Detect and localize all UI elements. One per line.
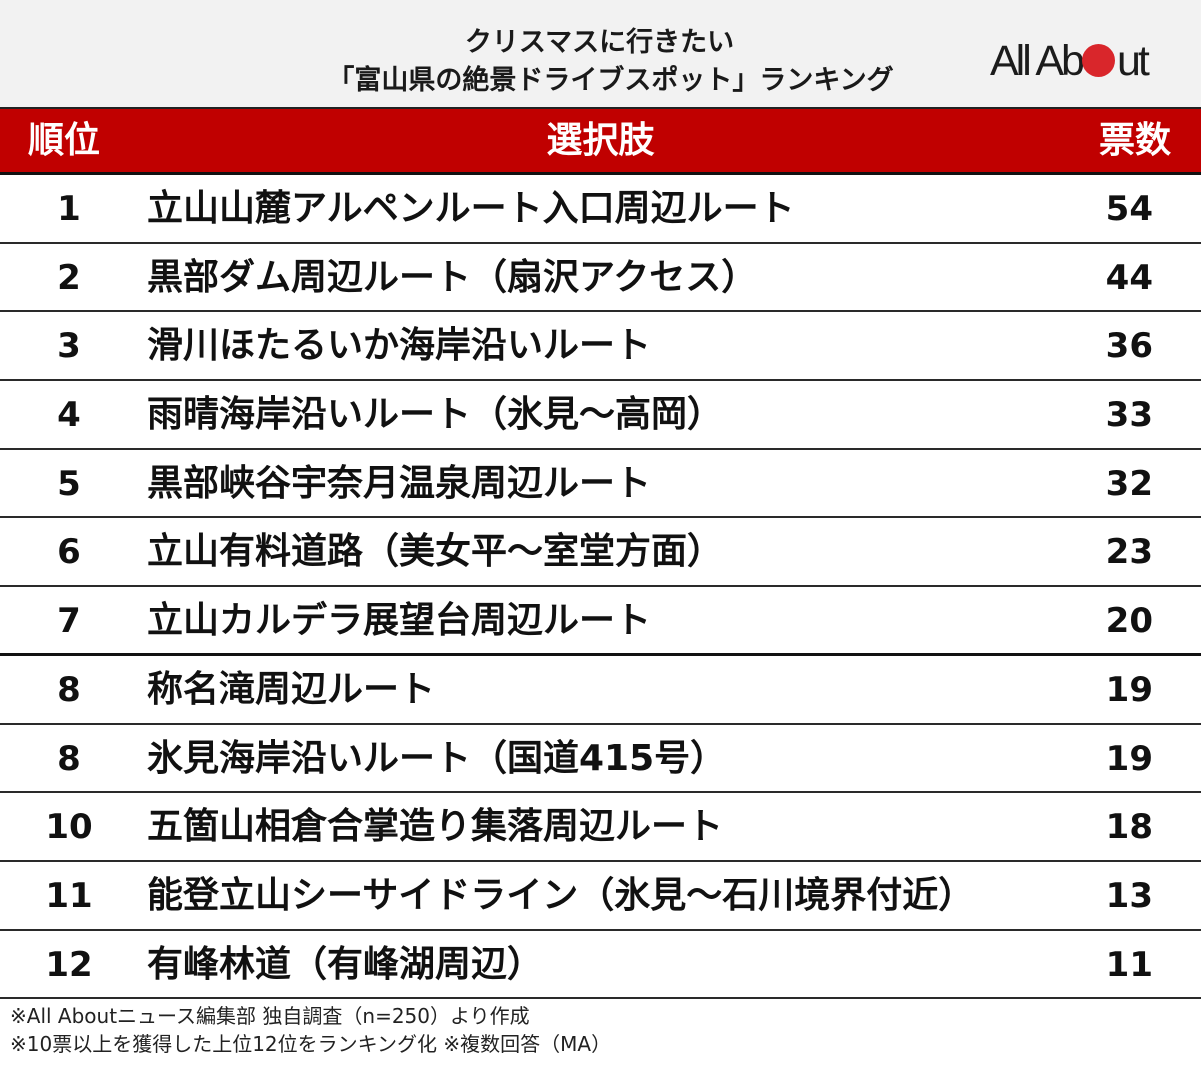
header-rank: 順位 bbox=[28, 120, 101, 161]
table-row: 10 五箇山相倉合掌造り集落周辺ルート 18 bbox=[0, 793, 1201, 862]
table-row: 3 滑川ほたるいか海岸沿いルート 36 bbox=[0, 312, 1201, 382]
votes-cell: 19 bbox=[1105, 738, 1153, 779]
votes-cell: 54 bbox=[1105, 189, 1153, 229]
choice-cell: 氷見海岸沿いルート（国道415号） bbox=[147, 737, 727, 779]
choice-cell: 雨晴海岸沿いルート（氷見〜高岡） bbox=[147, 394, 724, 436]
choice-cell: 黒部ダム周辺ルート（扇沢アクセス） bbox=[147, 256, 758, 298]
choice-cell: 黒部峡谷宇奈月温泉周辺ルート bbox=[147, 462, 652, 504]
rank-cell: 10 bbox=[45, 807, 93, 848]
rank-cell: 3 bbox=[57, 326, 81, 367]
votes-cell: 11 bbox=[1105, 944, 1153, 985]
footnote-source: ※All Aboutニュース編集部 独自調査（n=250）より作成 bbox=[10, 1004, 530, 1028]
title-line-1: クリスマスに行きたい bbox=[464, 27, 735, 58]
rank-cell: 12 bbox=[45, 944, 93, 985]
logo-text-1: All Ab bbox=[990, 37, 1085, 85]
table-row: 7 立山カルデラ展望台周辺ルート 20 bbox=[0, 587, 1201, 656]
table-row: 8 氷見海岸沿いルート（国道415号） 19 bbox=[0, 725, 1201, 794]
header-choice: 選択肢 bbox=[546, 120, 655, 161]
votes-cell: 36 bbox=[1105, 326, 1153, 367]
rank-cell: 6 bbox=[57, 532, 81, 573]
votes-cell: 18 bbox=[1105, 807, 1153, 848]
rank-cell: 7 bbox=[57, 601, 81, 642]
table-row: 11 能登立山シーサイドライン（氷見〜石川境界付近） 13 bbox=[0, 862, 1201, 931]
ranking-table-body: 1 立山山麓アルペンルート入口周辺ルート 54 2 黒部ダム周辺ルート（扇沢アク… bbox=[0, 175, 1201, 1000]
logo-text-2: ut bbox=[1116, 37, 1150, 85]
votes-cell: 20 bbox=[1105, 601, 1153, 642]
votes-cell: 33 bbox=[1105, 395, 1153, 436]
votes-cell: 13 bbox=[1105, 875, 1153, 916]
header-votes: 票数 bbox=[1098, 120, 1171, 161]
table-row: 2 黒部ダム周辺ルート（扇沢アクセス） 44 bbox=[0, 244, 1201, 313]
table-row: 5 黒部峡谷宇奈月温泉周辺ルート 32 bbox=[0, 450, 1201, 519]
footnote-method: ※10票以上を獲得した上位12位をランキング化 ※複数回答（MA） bbox=[10, 1032, 612, 1056]
choice-cell: 能登立山シーサイドライン（氷見〜石川境界付近） bbox=[147, 874, 975, 916]
rank-cell: 1 bbox=[57, 189, 81, 229]
title-line-2: 「富山県の絶景ドライブスポット」ランキング bbox=[327, 65, 894, 96]
logo-dot-icon bbox=[1081, 44, 1115, 77]
table-row: 12 有峰林道（有峰湖周辺） 11 bbox=[0, 931, 1201, 1000]
choice-cell: 称名滝周辺ルート bbox=[147, 668, 436, 710]
rank-cell: 8 bbox=[57, 669, 81, 710]
table-row: 6 立山有料道路（美女平〜室堂方面） 23 bbox=[0, 518, 1201, 588]
votes-cell: 32 bbox=[1105, 463, 1153, 504]
table-header: 選択肢 順位 票数 bbox=[0, 107, 1201, 175]
table-row: 8 称名滝周辺ルート 19 bbox=[0, 656, 1201, 725]
all-about-logo: All Ab ut bbox=[990, 37, 1150, 85]
votes-cell: 23 bbox=[1105, 532, 1153, 573]
table-row: 1 立山山麓アルペンルート入口周辺ルート 54 bbox=[0, 175, 1201, 244]
rank-cell: 5 bbox=[57, 463, 81, 504]
footnotes: ※All Aboutニュース編集部 独自調査（n=250）より作成 ※10票以上… bbox=[10, 1002, 611, 1058]
rank-cell: 2 bbox=[57, 257, 81, 298]
votes-cell: 44 bbox=[1105, 257, 1153, 298]
votes-cell: 19 bbox=[1105, 669, 1153, 710]
rank-cell: 11 bbox=[45, 875, 93, 916]
rank-cell: 4 bbox=[57, 395, 81, 436]
choice-cell: 立山山麓アルペンルート入口周辺ルート bbox=[147, 188, 795, 229]
choice-cell: 立山カルデラ展望台周辺ルート bbox=[147, 600, 652, 642]
choice-cell: 五箇山相倉合掌造り集落周辺ルート bbox=[147, 806, 724, 848]
title-area: クリスマスに行きたい 「富山県の絶景ドライブスポット」ランキング All Ab u… bbox=[0, 0, 1201, 107]
choice-cell: 滑川ほたるいか海岸沿いルート bbox=[147, 325, 652, 367]
table-row: 4 雨晴海岸沿いルート（氷見〜高岡） 33 bbox=[0, 381, 1201, 450]
choice-cell: 立山有料道路（美女平〜室堂方面） bbox=[147, 531, 724, 573]
rank-cell: 8 bbox=[57, 738, 81, 779]
choice-cell: 有峰林道（有峰湖周辺） bbox=[147, 943, 544, 985]
